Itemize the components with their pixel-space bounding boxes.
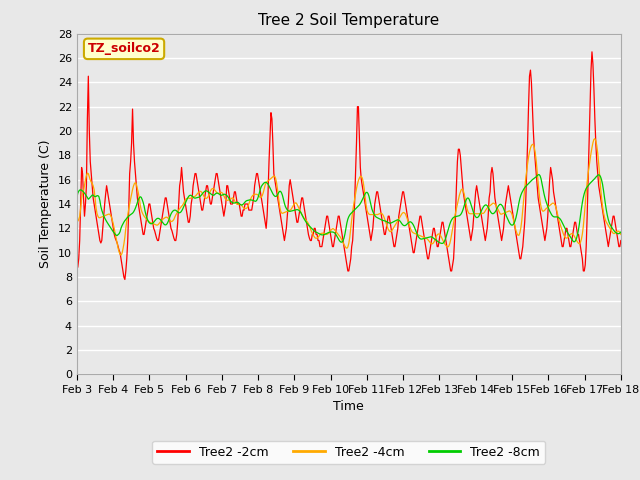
X-axis label: Time: Time [333, 400, 364, 413]
Tree2 -2cm [73, 262, 81, 268]
Tree2 -2cm [353, 140, 360, 146]
Tree2 -8cm [535, 172, 543, 178]
Y-axis label: Soil Temperature (C): Soil Temperature (C) [39, 140, 52, 268]
Tree2 -8cm [352, 206, 360, 212]
Tree2 -8cm [73, 195, 81, 201]
Tree2 -4cm [532, 158, 540, 164]
Tree2 -8cm [532, 174, 540, 180]
Tree2 -2cm [157, 226, 164, 231]
Tree2 -2cm [617, 238, 625, 243]
Tree2 -4cm [617, 231, 625, 237]
Tree2 -8cm [213, 190, 221, 196]
Title: Tree 2 Soil Temperature: Tree 2 Soil Temperature [258, 13, 440, 28]
Tree2 -8cm [156, 216, 163, 222]
Tree2 -2cm [388, 231, 396, 237]
Tree2 -4cm [591, 136, 598, 142]
Tree2 -8cm [617, 229, 625, 235]
Tree2 -4cm [73, 219, 81, 225]
Tree2 -4cm [117, 252, 125, 258]
Tree2 -8cm [543, 201, 550, 206]
Tree2 -4cm [214, 191, 222, 196]
Tree2 -4cm [388, 228, 396, 233]
Text: TZ_soilco2: TZ_soilco2 [88, 42, 161, 55]
Line: Tree2 -4cm: Tree2 -4cm [77, 139, 621, 255]
Line: Tree2 -2cm: Tree2 -2cm [77, 52, 621, 279]
Line: Tree2 -8cm: Tree2 -8cm [77, 175, 621, 243]
Tree2 -4cm [157, 219, 164, 225]
Tree2 -8cm [387, 220, 395, 226]
Tree2 -2cm [588, 49, 596, 55]
Tree2 -2cm [532, 171, 540, 177]
Legend: Tree2 -2cm, Tree2 -4cm, Tree2 -8cm: Tree2 -2cm, Tree2 -4cm, Tree2 -8cm [152, 441, 545, 464]
Tree2 -4cm [542, 206, 550, 212]
Tree2 -2cm [121, 276, 129, 282]
Tree2 -2cm [542, 231, 550, 237]
Tree2 -4cm [353, 186, 360, 192]
Tree2 -8cm [438, 240, 446, 246]
Tree2 -2cm [214, 177, 222, 182]
